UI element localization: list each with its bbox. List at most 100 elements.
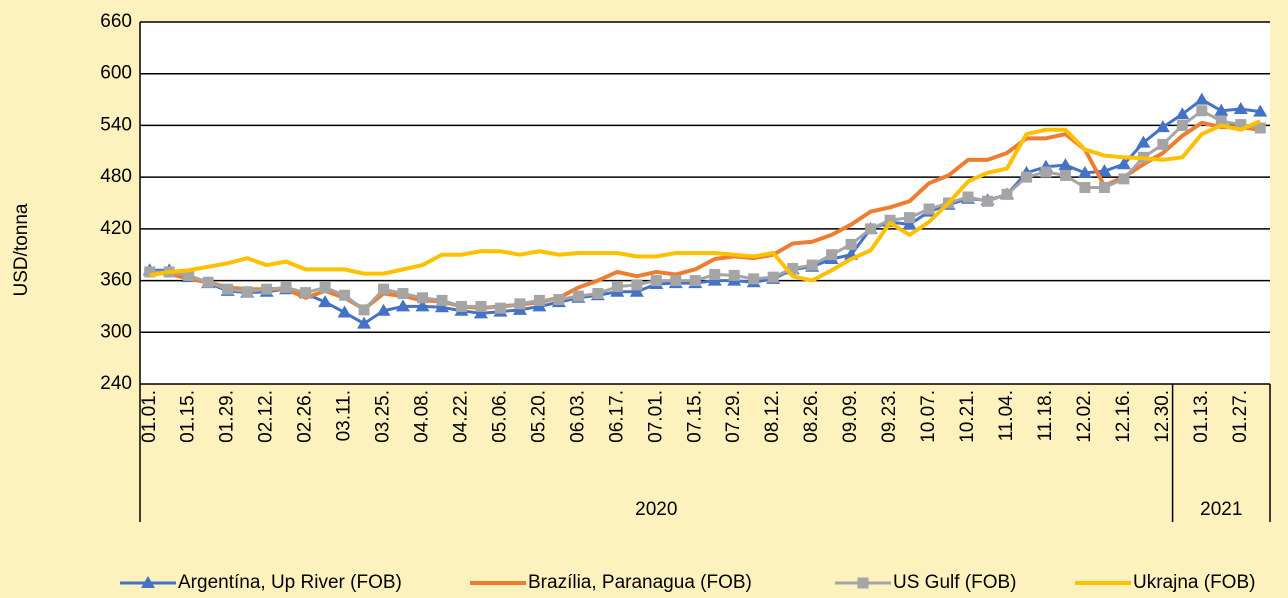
series-marker <box>1235 119 1247 131</box>
series-marker <box>611 281 623 293</box>
series-marker <box>533 294 545 306</box>
y-tick-label: 480 <box>100 166 132 187</box>
series-marker <box>337 305 352 318</box>
series-marker <box>319 281 331 293</box>
series-marker <box>806 259 818 271</box>
legend-label: Ukrajna (FOB) <box>1133 572 1255 593</box>
x-tick-label: 02.12. <box>256 390 277 443</box>
series-marker <box>183 269 195 281</box>
series-marker <box>1058 158 1073 171</box>
series-marker <box>1194 92 1209 105</box>
x-tick-label: 07.29. <box>723 390 744 443</box>
x-tick-label: 08.26. <box>801 390 822 443</box>
x-group-label: 2020 <box>635 499 677 520</box>
series-marker <box>1118 173 1130 185</box>
series-marker <box>436 294 448 306</box>
x-tick-label: 03.25. <box>373 390 394 443</box>
series-marker <box>748 273 760 285</box>
series-marker <box>865 223 877 235</box>
series-marker <box>494 302 506 314</box>
series-marker <box>904 212 916 224</box>
legend-marker <box>857 577 869 589</box>
series-marker <box>902 217 917 230</box>
y-tick-label: 540 <box>100 114 132 135</box>
series-marker <box>202 276 214 288</box>
series-marker <box>222 283 234 295</box>
series-marker <box>378 283 390 295</box>
series-marker <box>629 284 644 297</box>
series-marker <box>376 303 391 316</box>
series-marker <box>1215 115 1227 127</box>
y-tick-label: 600 <box>100 63 132 84</box>
series-marker <box>1116 157 1131 170</box>
legend-label: US Gulf (FOB) <box>893 572 1017 593</box>
series-marker <box>455 300 467 312</box>
series-marker <box>689 275 701 287</box>
series-marker <box>923 203 935 215</box>
series-marker <box>241 286 253 298</box>
series-marker <box>300 287 312 299</box>
x-tick-label: 01.15. <box>178 390 199 443</box>
series-marker <box>1254 122 1266 134</box>
series-marker <box>553 294 565 306</box>
series-marker <box>826 249 838 261</box>
legend-label: Argentína, Up River (FOB) <box>178 572 402 593</box>
series-marker <box>1253 104 1268 117</box>
series-marker <box>709 269 721 281</box>
x-tick-label: 07.01. <box>645 390 666 443</box>
legend-marker <box>141 576 155 588</box>
series-marker <box>1233 102 1248 115</box>
x-tick-label: 04.22. <box>450 390 471 443</box>
series-marker <box>318 295 333 308</box>
series-marker <box>982 195 993 207</box>
series-marker <box>1059 169 1071 181</box>
series-marker <box>1040 166 1052 178</box>
series-marker <box>1098 181 1110 193</box>
series-marker <box>1157 138 1169 150</box>
series-marker <box>1175 107 1190 120</box>
series-marker <box>473 306 488 319</box>
x-tick-label: 01.01. <box>139 390 160 443</box>
x-tick-label: 05.06. <box>489 390 510 443</box>
x-tick-label: 12.02. <box>1074 390 1095 443</box>
x-tick-label: 05.20. <box>528 390 549 443</box>
series-marker <box>728 269 740 281</box>
series-marker <box>1077 165 1092 178</box>
series-marker <box>1176 119 1188 131</box>
series-marker <box>397 288 409 299</box>
series-marker <box>415 299 430 312</box>
series-marker <box>631 279 643 291</box>
series-marker <box>396 299 411 312</box>
series-marker <box>1155 120 1170 133</box>
series-marker <box>357 316 372 329</box>
series-marker <box>1214 103 1229 116</box>
series-marker <box>962 191 974 203</box>
series-marker <box>514 298 526 310</box>
series-marker <box>787 263 799 275</box>
x-tick-label: 10.21. <box>957 390 978 443</box>
plot-area <box>140 22 1270 384</box>
series-marker <box>417 292 428 304</box>
y-tick-label: 240 <box>100 373 132 394</box>
series-marker <box>358 304 370 316</box>
series-marker <box>261 283 273 295</box>
x-tick-label: 07.15. <box>684 390 705 443</box>
y-tick-label: 660 <box>100 11 132 32</box>
series-marker <box>475 300 487 312</box>
x-tick-label: 01.29. <box>217 390 238 443</box>
x-tick-label: 12.16. <box>1113 390 1134 443</box>
x-tick-label: 04.08. <box>412 390 433 443</box>
series-marker <box>280 281 292 293</box>
series-marker <box>1020 171 1032 183</box>
y-tick-label: 420 <box>100 218 132 239</box>
y-tick-label: 360 <box>100 270 132 291</box>
x-tick-label: 09.09. <box>840 390 861 443</box>
x-tick-label: 11.04. <box>996 390 1017 441</box>
series-marker <box>1097 164 1112 177</box>
series-marker <box>434 300 449 313</box>
series-marker <box>1079 181 1091 193</box>
series-marker <box>1001 188 1013 200</box>
x-tick-label: 03.11. <box>334 390 355 441</box>
x-tick-label: 08.12. <box>762 390 783 443</box>
